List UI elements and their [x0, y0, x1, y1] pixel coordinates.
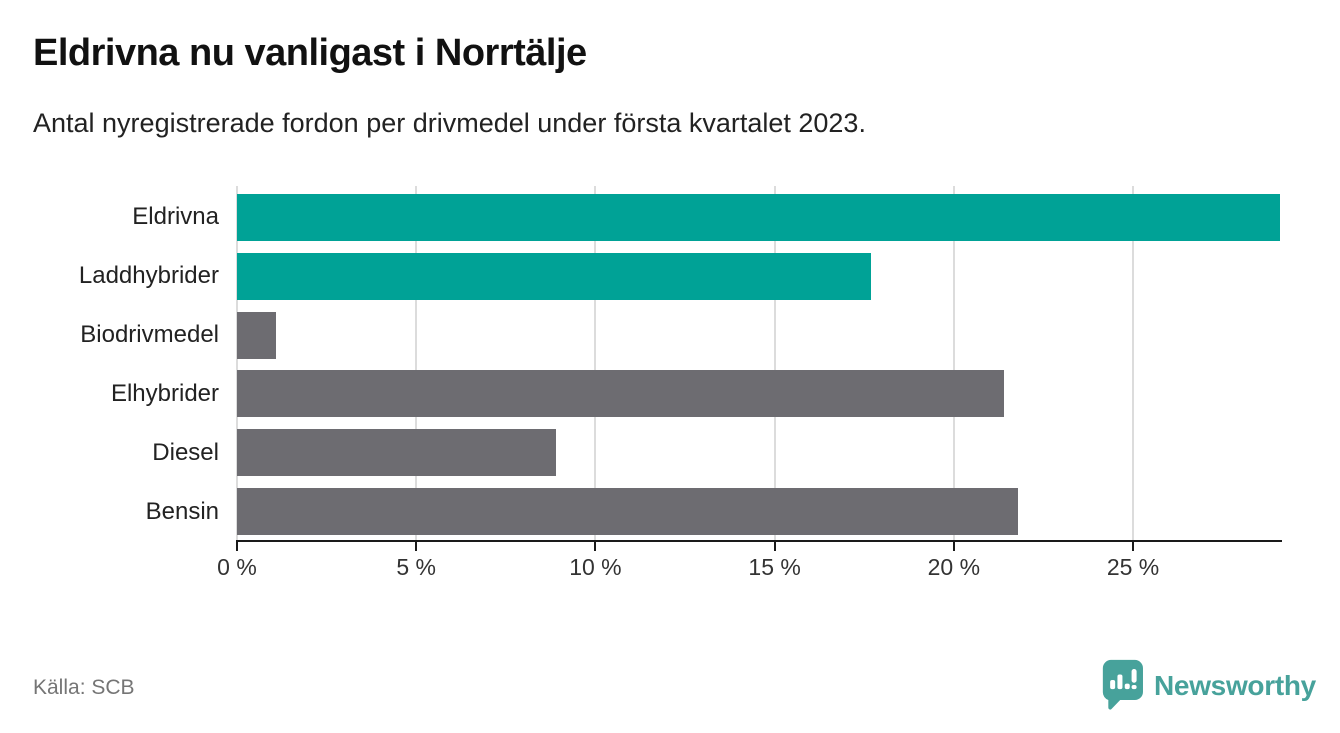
brand-logo[interactable]: Newsworthy — [1100, 659, 1316, 711]
bar-diesel — [237, 429, 556, 477]
category-label-biodrivmedel: Biodrivmedel — [80, 321, 219, 349]
gridline — [236, 186, 238, 541]
gridline — [415, 186, 418, 541]
axis-tick-label: 20 % — [927, 554, 981, 580]
axis-tick — [236, 542, 238, 551]
axis-tick — [415, 542, 418, 551]
newsworthy-bubble-barchart-icon — [1100, 659, 1144, 711]
axis-tick — [1132, 542, 1135, 551]
axis-tick-label: 5 % — [396, 554, 437, 580]
category-label-diesel: Diesel — [152, 438, 219, 466]
gridline — [1132, 186, 1135, 541]
page-title: Eldrivna nu vanligast i Norrtälje — [33, 32, 587, 74]
bar-bensin — [237, 488, 1019, 536]
bar-elhybrider — [237, 370, 1005, 418]
category-label-elhybrider: Elhybrider — [110, 379, 219, 407]
category-label-eldrivna: Eldrivna — [132, 203, 219, 231]
category-label-bensin: Bensin — [145, 497, 219, 525]
page-subtitle: Antal nyregistrerade fordon per drivmede… — [33, 108, 866, 138]
axis-tick — [594, 542, 597, 551]
bar-biodrivmedel — [237, 311, 277, 359]
source-note: Källa: SCB — [33, 676, 135, 699]
bar-laddhybrider — [237, 252, 872, 300]
axis-tick — [773, 542, 776, 551]
x-axis-line — [236, 540, 1282, 542]
axis-tick-label: 15 % — [748, 554, 801, 580]
axis-tick — [952, 542, 955, 551]
axis-tick-label: 25 % — [1106, 554, 1160, 580]
category-label-laddhybrider: Laddhybrider — [78, 262, 219, 290]
brand-name: Newsworthy — [1154, 670, 1316, 701]
axis-tick-label: 10 % — [569, 554, 622, 580]
gridline — [773, 186, 776, 541]
gridline — [952, 186, 955, 541]
plot-area — [236, 186, 1280, 541]
axis-tick-label: 0 % — [217, 554, 257, 580]
gridline — [594, 186, 597, 541]
bar-eldrivna — [237, 193, 1280, 241]
